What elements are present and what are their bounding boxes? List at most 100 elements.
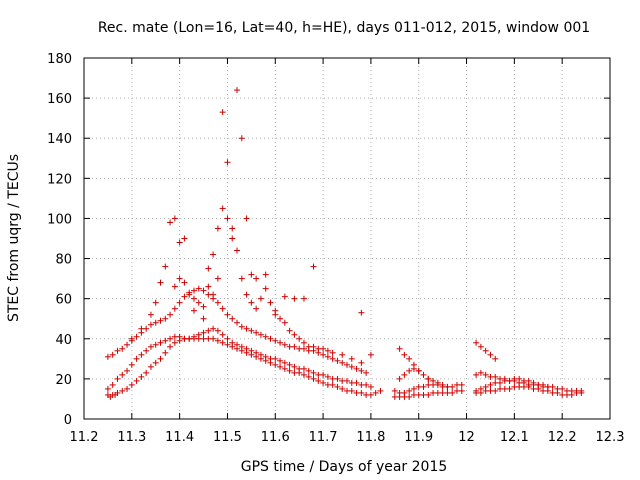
y-tick-label: 180 [47, 52, 72, 67]
data-point [181, 235, 188, 242]
data-point [482, 371, 489, 378]
data-point [334, 375, 341, 382]
data-point [348, 363, 355, 370]
data-point [176, 299, 183, 306]
data-point [320, 379, 327, 386]
data-point [339, 385, 346, 392]
data-point [119, 387, 126, 394]
data-point [243, 215, 250, 222]
data-point [401, 389, 408, 396]
data-point [425, 391, 432, 398]
data-point [195, 285, 202, 292]
data-point [181, 279, 188, 286]
data-point [401, 351, 408, 358]
data-point [181, 293, 188, 300]
data-point [281, 359, 288, 366]
data-point [104, 353, 111, 360]
data-point [186, 291, 193, 298]
data-point [253, 305, 260, 312]
data-point [348, 387, 355, 394]
data-point [224, 341, 231, 348]
data-point [310, 369, 317, 376]
data-point [138, 351, 145, 358]
data-point [281, 365, 288, 372]
data-point [320, 345, 327, 352]
data-point [272, 311, 279, 318]
data-point [482, 347, 489, 354]
data-point [406, 367, 413, 374]
data-point [162, 349, 169, 356]
data-point [320, 371, 327, 378]
data-point [152, 319, 159, 326]
data-point [234, 341, 241, 348]
data-point [372, 389, 379, 396]
data-point [473, 371, 480, 378]
x-tick-label: 11.8 [356, 430, 385, 445]
data-point [310, 263, 317, 270]
data-point [458, 381, 465, 388]
data-point [214, 225, 221, 232]
data-point [344, 361, 350, 368]
y-tick-label: 40 [55, 333, 72, 348]
data-point [124, 341, 131, 348]
data-point [420, 383, 427, 390]
data-point [143, 347, 150, 354]
data-point [186, 335, 193, 342]
data-point [281, 319, 288, 326]
data-point [176, 275, 183, 282]
data-point [214, 275, 221, 282]
data-point [492, 355, 499, 362]
data-point [210, 335, 217, 342]
data-point [162, 315, 169, 322]
data-point [320, 351, 327, 358]
data-point [358, 359, 365, 366]
data-point [253, 349, 260, 356]
data-point [128, 381, 135, 388]
data-point [324, 373, 331, 380]
data-point [272, 337, 279, 344]
data-point [157, 317, 164, 324]
data-point [152, 341, 159, 348]
data-point [229, 315, 236, 322]
data-point [396, 375, 403, 382]
chart-title: Rec. mate (Lon=16, Lat=40, h=HE), days 0… [98, 20, 590, 36]
data-point [410, 361, 417, 368]
data-point [138, 373, 145, 380]
data-point [171, 339, 178, 346]
data-point [152, 299, 159, 306]
data-point [477, 385, 484, 392]
data-point [157, 339, 164, 346]
x-tick-label: 11.6 [261, 430, 290, 445]
data-point [559, 385, 566, 392]
data-point [257, 331, 264, 338]
data-point [200, 315, 207, 322]
data-point [344, 377, 350, 384]
y-tick-labels: 0 20 40 60 80 100 120 140 160 180 [47, 52, 72, 428]
data-point [243, 325, 250, 332]
data-point [487, 381, 494, 388]
data-point [300, 295, 307, 302]
data-point [167, 311, 174, 318]
data-point [578, 387, 585, 394]
x-tick-labels: 11.2 11.3 11.4 11.5 11.6 11.7 11.8 11.9 12 12.1 12… [70, 430, 625, 445]
data-point [214, 327, 221, 334]
data-point [224, 159, 231, 166]
y-tick-label: 120 [47, 172, 72, 187]
data-point [291, 331, 298, 338]
data-point [147, 343, 154, 350]
data-point [353, 365, 360, 372]
data-point [219, 109, 226, 116]
data-point [171, 283, 178, 290]
data-point [281, 341, 288, 348]
data-point [473, 387, 480, 394]
x-tick-label: 11.9 [404, 430, 433, 445]
data-point [477, 343, 484, 350]
data-point [190, 307, 197, 314]
data-point [224, 335, 231, 342]
axis-ticks [83, 57, 611, 420]
data-point [253, 275, 260, 282]
data-point [243, 291, 250, 298]
data-point [291, 295, 298, 302]
data-point [262, 333, 269, 340]
